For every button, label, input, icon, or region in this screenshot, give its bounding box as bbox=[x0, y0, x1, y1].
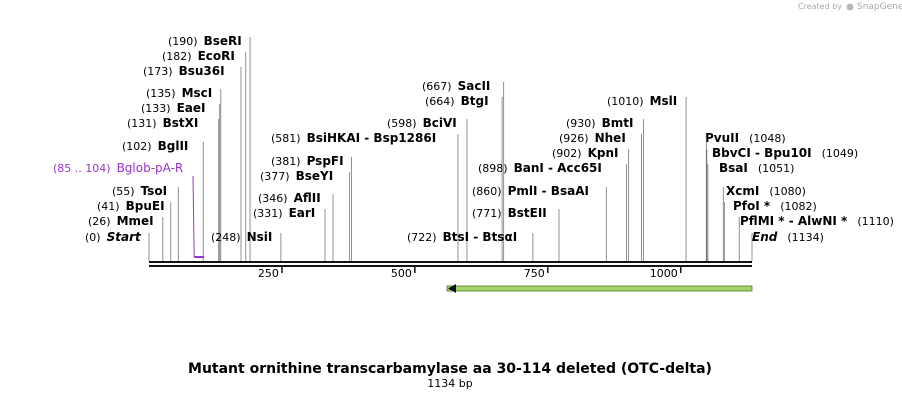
logo bbox=[846, 3, 854, 11]
site-name: TsoI bbox=[141, 184, 167, 198]
ruler-label: 250 bbox=[258, 267, 279, 280]
site-position: (581) bbox=[271, 132, 301, 145]
site-name: BstEII bbox=[508, 206, 547, 220]
watermark-prefix: Created by bbox=[798, 2, 842, 11]
site-position: (1134) bbox=[787, 231, 824, 244]
site-position: (1010) bbox=[607, 95, 644, 108]
site-position: (381) bbox=[271, 155, 301, 168]
site-name: EaeI bbox=[177, 101, 206, 115]
sequence-line bbox=[149, 261, 752, 263]
site-name: End bbox=[752, 230, 778, 244]
site-position: (1080) bbox=[769, 185, 806, 198]
site-name: PfoI * bbox=[733, 199, 771, 213]
site-position: (1048) bbox=[749, 132, 786, 145]
site-name: EcoRI bbox=[198, 49, 235, 63]
site-position: (598) bbox=[387, 117, 417, 130]
site-name: MmeI bbox=[117, 214, 154, 228]
feature-line bbox=[192, 175, 195, 258]
site-name: BseYI bbox=[296, 169, 334, 183]
ruler-label: 500 bbox=[391, 267, 412, 280]
site-position: (133) bbox=[141, 102, 171, 115]
title: Mutant ornithine transcarbamylase aa 30-… bbox=[188, 361, 712, 377]
site-name: PmlI - BsaAI bbox=[508, 184, 589, 198]
site-position: (771) bbox=[472, 207, 502, 220]
site-position: (346) bbox=[258, 192, 288, 205]
site-name: BbvCI - Bpu10I bbox=[712, 146, 812, 160]
site-position: (331) bbox=[253, 207, 283, 220]
site-position: (131) bbox=[127, 117, 157, 130]
site-name: Start bbox=[107, 230, 142, 244]
subtitle: 1134 bp bbox=[427, 377, 472, 390]
site-name: SacII bbox=[458, 79, 491, 93]
site-name: XcmI bbox=[726, 184, 759, 198]
site-position: (664) bbox=[425, 95, 455, 108]
site-position: (135) bbox=[146, 87, 176, 100]
site-position: (860) bbox=[472, 185, 502, 198]
site-name: BtgI bbox=[461, 94, 489, 108]
site-position: (1082) bbox=[780, 200, 817, 213]
site-name: BpuEI bbox=[126, 199, 165, 213]
feature-position: (85 .. 104) bbox=[53, 162, 111, 175]
site-position: (1051) bbox=[758, 162, 795, 175]
site-position: (41) bbox=[97, 200, 120, 213]
feature-name: Bglob-pA-R bbox=[117, 161, 184, 175]
site-position: (173) bbox=[143, 65, 173, 78]
arrow-head bbox=[448, 284, 456, 293]
site-position: (902) bbox=[552, 147, 582, 160]
site-position: (1049) bbox=[822, 147, 859, 160]
site-name: BstXI bbox=[163, 116, 199, 130]
site-position: (377) bbox=[260, 170, 290, 183]
site-name: NsiI bbox=[247, 230, 273, 244]
site-name: BtsI - BtsαI bbox=[443, 230, 518, 244]
site-name: BsaI bbox=[719, 161, 748, 175]
site-name: PvuII bbox=[705, 131, 739, 145]
site-position: (930) bbox=[566, 117, 596, 130]
site-name: BsiHKAI - Bsp1286I bbox=[307, 131, 437, 145]
site-position: (182) bbox=[162, 50, 192, 63]
site-name: MslI bbox=[650, 94, 678, 108]
feature-bar bbox=[194, 256, 205, 258]
site-name: PflMI * - AlwNI * bbox=[740, 214, 848, 228]
site-name: BglII bbox=[158, 139, 189, 153]
site-position: (248) bbox=[211, 231, 241, 244]
site-name: NheI bbox=[595, 131, 626, 145]
site-position: (190) bbox=[168, 35, 198, 48]
ruler-label: 750 bbox=[524, 267, 545, 280]
site-name: BciVI bbox=[423, 116, 457, 130]
site-name: KpnI bbox=[588, 146, 619, 160]
site-position: (55) bbox=[112, 185, 135, 198]
site-name: AflII bbox=[294, 191, 321, 205]
site-position: (0) bbox=[85, 231, 101, 244]
site-position: (26) bbox=[88, 215, 111, 228]
site-position: (722) bbox=[407, 231, 437, 244]
site-position: (1110) bbox=[857, 215, 894, 228]
site-name: BseRI bbox=[204, 34, 242, 48]
feature-arrow bbox=[446, 285, 753, 292]
site-position: (898) bbox=[478, 162, 508, 175]
ruler-label: 1000 bbox=[650, 267, 678, 280]
site-name: PspFI bbox=[307, 154, 344, 168]
sequence-line bbox=[149, 265, 752, 267]
site-name: EarI bbox=[289, 206, 316, 220]
watermark-brand: SnapGene bbox=[857, 2, 902, 12]
site-name: BanI - Acc65I bbox=[514, 161, 602, 175]
site-name: MscI bbox=[182, 86, 213, 100]
site-position: (102) bbox=[122, 140, 152, 153]
site-name: Bsu36I bbox=[179, 64, 225, 78]
site-position: (926) bbox=[559, 132, 589, 145]
site-position: (667) bbox=[422, 80, 452, 93]
site-name: BmtI bbox=[602, 116, 634, 130]
